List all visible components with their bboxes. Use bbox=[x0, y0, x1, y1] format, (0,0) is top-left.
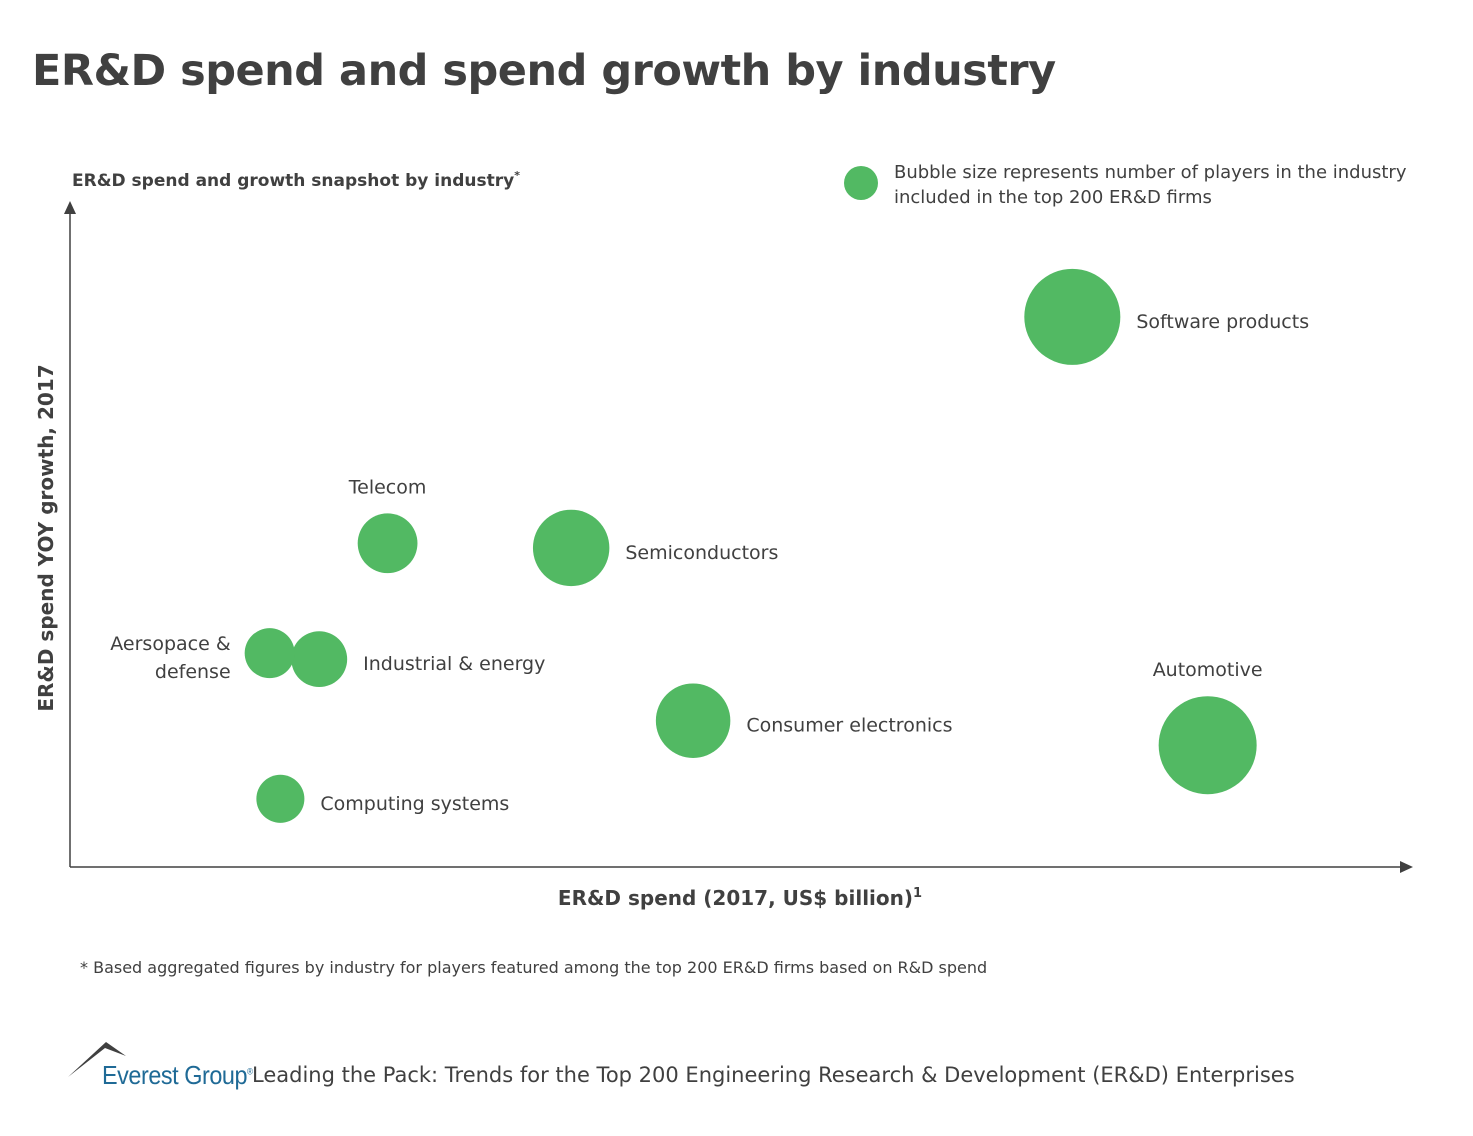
x-axis-arrow-icon bbox=[1400, 861, 1413, 873]
bubble-label: Software products bbox=[1136, 311, 1309, 333]
footnote: * Based aggregated figures by industry f… bbox=[80, 958, 988, 977]
bubble-label-line: Software products bbox=[1136, 311, 1309, 333]
bubble-label-line: Industrial & energy bbox=[363, 653, 545, 675]
legend-line-2: included in the top 200 ER&D firms bbox=[894, 187, 1212, 208]
legend-bubble bbox=[844, 166, 878, 200]
legend: Bubble size represents number of players… bbox=[844, 162, 1407, 208]
bubble-label-line: Automotive bbox=[1153, 659, 1263, 681]
bubbles: Software products Automotive Semiconductor… bbox=[110, 268, 1309, 823]
subtitle-footnote-mark: * bbox=[514, 169, 520, 182]
legend-line-1: Bubble size represents number of players… bbox=[894, 162, 1407, 183]
bubble-label: Semiconductors bbox=[625, 542, 778, 564]
x-axis-label: ER&D spend (2017, US$ billion)1 bbox=[558, 886, 922, 910]
bubble-label: Computing systems bbox=[320, 793, 509, 815]
bubble-label-line: Consumer electronics bbox=[746, 715, 952, 737]
y-axis-label: ER&D spend YOY growth, 2017 bbox=[34, 364, 58, 711]
bubble-chart: ER&D spend and growth snapshot by indust… bbox=[34, 162, 1413, 910]
bubble-automotive bbox=[1158, 696, 1257, 795]
logo-registered-mark: ® bbox=[247, 1066, 253, 1077]
bubble-label: Industrial & energy bbox=[363, 653, 545, 675]
bubble-label: Automotive bbox=[1153, 659, 1263, 681]
bubble-label-line: Computing systems bbox=[320, 793, 509, 815]
x-axis bbox=[70, 861, 1413, 873]
x-axis-label-text: ER&D spend (2017, US$ billion) bbox=[558, 886, 913, 910]
bubble-consumer-electronics bbox=[655, 683, 731, 758]
bubble-software-products bbox=[1024, 268, 1121, 365]
bubble-telecom bbox=[357, 513, 418, 574]
bubble-aersopace-defense bbox=[244, 628, 295, 679]
bubble-label: Aersopace & defense bbox=[110, 633, 231, 683]
bubble-computing-systems bbox=[256, 774, 305, 823]
page-title: ER&D spend and spend growth by industry bbox=[32, 46, 1056, 96]
report-title: Leading the Pack: Trends for the Top 200… bbox=[252, 1063, 1295, 1087]
bubble-label-line: Telecom bbox=[348, 476, 427, 498]
bubble-industrial-energy bbox=[291, 631, 348, 688]
y-axis bbox=[64, 201, 76, 867]
bubble-label-line: Semiconductors bbox=[625, 542, 778, 564]
chart-subtitle: ER&D spend and growth snapshot by indust… bbox=[72, 169, 520, 191]
bubble-label: Consumer electronics bbox=[746, 715, 952, 737]
bubble-label: Telecom bbox=[348, 476, 427, 498]
y-axis-arrow-icon bbox=[64, 201, 76, 214]
logo-text: Everest Group bbox=[102, 1060, 248, 1090]
everest-group-logo: Everest Group® bbox=[102, 1060, 253, 1091]
chart-subtitle-text: ER&D spend and growth snapshot by indust… bbox=[72, 171, 514, 191]
bubble-semiconductors bbox=[532, 509, 610, 587]
bubble-label-line: defense bbox=[155, 661, 231, 683]
x-axis-footnote-mark: 1 bbox=[913, 886, 922, 901]
bubble-label-line: Aersopace & bbox=[110, 633, 231, 655]
